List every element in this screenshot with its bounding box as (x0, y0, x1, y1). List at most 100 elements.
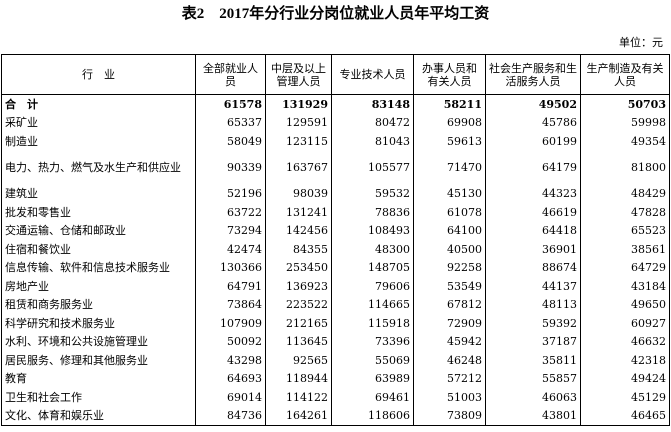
table-row: 电力、热力、燃气及水生产和供应业 90339 163767 105577 71470 64… (1, 150, 670, 185)
wage-cell: 65337 (195, 113, 266, 132)
wage-cell: 55069 (331, 351, 414, 370)
wage-cell: 69014 (195, 388, 266, 407)
industry-name: 合 计 (1, 94, 196, 114)
wage-cell: 52196 (195, 184, 266, 203)
wage-cell: 92258 (413, 258, 486, 277)
wage-cell: 58049 (195, 132, 266, 151)
wage-cell: 113645 (265, 332, 332, 351)
wage-cell: 115918 (331, 314, 414, 333)
wage-cell: 43298 (195, 351, 266, 370)
wage-cell: 44323 (485, 184, 581, 203)
wage-cell: 65523 (580, 221, 670, 240)
wage-cell: 49502 (485, 94, 581, 114)
industry-name: 批发和零售业 (1, 203, 196, 222)
wage-cell: 45942 (413, 332, 486, 351)
wage-cell: 44137 (485, 277, 581, 296)
table-row: 卫生和社会工作 69014 114122 69461 51003 46063 45129 (1, 388, 670, 407)
wage-cell: 79606 (331, 277, 414, 296)
wage-cell: 163767 (265, 150, 332, 185)
wage-cell: 83148 (331, 94, 414, 114)
wage-cell: 212165 (265, 314, 332, 333)
wage-cell: 80472 (331, 113, 414, 132)
wage-cell: 114122 (265, 388, 332, 407)
wage-cell: 64179 (485, 150, 581, 185)
wage-cell: 64418 (485, 221, 581, 240)
header-row: 行 业全部就业人员 中层及以上管理人员 专业技术人员 办事人员和有关人员 社会生产服务和… (1, 54, 670, 95)
industry-name: 居民服务、修理和其他服务业 (1, 351, 196, 370)
wage-cell: 90339 (195, 150, 266, 185)
wage-cell: 253450 (265, 258, 332, 277)
table-row: 交通运输、仓储和邮政业 73294 142456 108493 64100 64418 65… (1, 221, 670, 240)
wage-cell: 42474 (195, 240, 266, 259)
wage-cell: 48429 (580, 184, 670, 203)
column-header: 生产制造及有关人员 (580, 54, 670, 95)
wage-cell: 118606 (331, 406, 414, 426)
table-row: 批发和零售业 63722 131241 78836 61078 46619 47828 (1, 203, 670, 222)
wage-cell: 46063 (485, 388, 581, 407)
wage-cell: 223522 (265, 295, 332, 314)
wage-cell: 59613 (413, 132, 486, 151)
wage-cell: 123115 (265, 132, 332, 151)
wage-cell: 63989 (331, 369, 414, 388)
wage-cell: 43801 (485, 406, 581, 426)
wage-cell: 58211 (413, 94, 486, 114)
wage-cell: 105577 (331, 150, 414, 185)
wage-cell: 46619 (485, 203, 581, 222)
table-row: 采矿业 65337 129591 80472 69908 45786 59998 (1, 113, 670, 132)
wage-cell: 64693 (195, 369, 266, 388)
column-header: 全部就业人员 (195, 54, 266, 95)
wage-table: 行 业全部就业人员 中层及以上管理人员 专业技术人员 办事人员和有关人员 社会生产服务和… (1, 54, 670, 426)
wage-cell: 37187 (485, 332, 581, 351)
wage-cell: 71470 (413, 150, 486, 185)
wage-cell: 46632 (580, 332, 670, 351)
table-row: 房地产业 64791 136923 79606 53549 44137 43184 (1, 277, 670, 296)
column-header: 行 业 (1, 54, 196, 95)
wage-cell: 47828 (580, 203, 670, 222)
wage-cell: 164261 (265, 406, 332, 426)
wage-cell: 131241 (265, 203, 332, 222)
industry-name: 卫生和社会工作 (1, 388, 196, 407)
wage-cell: 38561 (580, 240, 670, 259)
wage-cell: 69461 (331, 388, 414, 407)
wage-cell: 48113 (485, 295, 581, 314)
table-row: 制造业 58049 123115 81043 59613 60199 49354 (1, 132, 670, 151)
wage-cell: 63722 (195, 203, 266, 222)
wage-cell: 69908 (413, 113, 486, 132)
wage-cell: 148705 (331, 258, 414, 277)
industry-name: 制造业 (1, 132, 196, 151)
wage-cell: 136923 (265, 277, 332, 296)
industry-name: 交通运输、仓储和邮政业 (1, 221, 196, 240)
wage-cell: 60927 (580, 314, 670, 333)
wage-cell: 49424 (580, 369, 670, 388)
wage-cell: 46248 (413, 351, 486, 370)
wage-cell: 64100 (413, 221, 486, 240)
wage-cell: 51003 (413, 388, 486, 407)
wage-cell: 131929 (265, 94, 332, 114)
industry-name: 科学研究和技术服务业 (1, 314, 196, 333)
wage-cell: 45786 (485, 113, 581, 132)
wage-cell: 88674 (485, 258, 581, 277)
title: 表2 2017年分行业分岗位就业人员年平均工资 (181, 6, 490, 22)
table-row: 水利、环境和公共设施管理业 50092 113645 73396 45942 37187 4… (1, 332, 670, 351)
column-header: 办事人员和有关人员 (413, 54, 486, 95)
wage-cell: 61578 (195, 94, 266, 114)
wage-cell: 130366 (195, 258, 266, 277)
industry-name: 文化、体育和娱乐业 (1, 406, 196, 426)
wage-cell: 73294 (195, 221, 266, 240)
wage-cell: 84736 (195, 406, 266, 426)
wage-cell: 60199 (485, 132, 581, 151)
wage-cell: 46465 (580, 406, 670, 426)
wage-cell: 53549 (413, 277, 486, 296)
column-header: 专业技术人员 (331, 54, 414, 95)
wage-cell: 72909 (413, 314, 486, 333)
table-row: 文化、体育和娱乐业 84736 164261 118606 73809 43801 4646… (1, 406, 670, 426)
wage-cell: 50703 (580, 94, 670, 114)
table-row: 租赁和商务服务业 73864 223522 114665 67812 48113 49650 (1, 295, 670, 314)
wage-cell: 49354 (580, 132, 670, 151)
wage-cell: 49650 (580, 295, 670, 314)
wage-cell: 59532 (331, 184, 414, 203)
wage-cell: 114665 (331, 295, 414, 314)
wage-cell: 59392 (485, 314, 581, 333)
column-header: 中层及以上管理人员 (265, 54, 332, 95)
